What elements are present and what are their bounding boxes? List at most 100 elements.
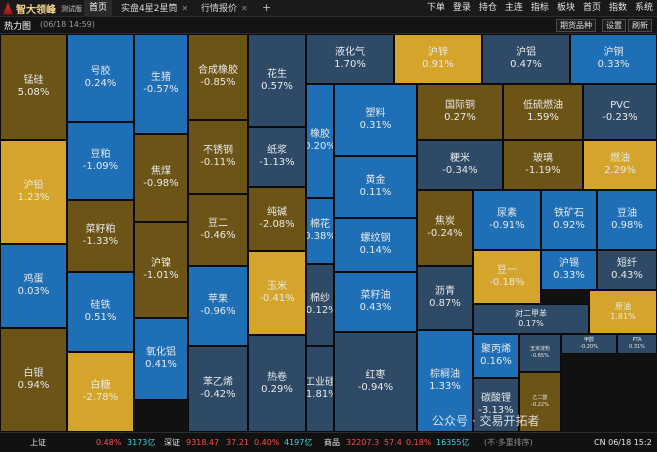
settings-button[interactable]: 设置 [602,19,626,32]
menu-main-contract[interactable]: 主连 [504,3,523,13]
heatmap-cell[interactable]: 原油 1.81% [589,290,657,334]
heatmap-cell[interactable]: 棉花0.38% [306,198,334,264]
heatmap-cell[interactable]: 工业硅-1.81% [306,346,334,432]
heatmap-cell[interactable]: 短纤 0.43% [597,250,657,290]
sz-price: 9318.47 [186,438,220,447]
refresh-button[interactable]: 刷新 [628,19,652,32]
heatmap-cell[interactable]: 玻璃 -1.19% [503,140,583,190]
heatmap-cell[interactable]: 沪锌 0.91% [394,34,482,84]
menu-indicators[interactable]: 指标 [530,3,549,13]
heatmap-cell[interactable]: 玉米 -0.41% [248,251,306,335]
close-icon[interactable]: ✕ [241,4,248,13]
heatmap-cell[interactable]: 黄金 0.11% [334,156,417,218]
heatmap-cell[interactable]: 鸡蛋 0.03% [0,244,67,328]
heatmap-cell[interactable]: 甲醇 -0.20% [561,334,617,354]
heatmap-cell[interactable]: 豆粕 -1.09% [67,122,134,200]
change-percent: 0.41% [145,359,177,370]
commodity-name: 螺纹钢 [360,233,391,244]
menu-positions[interactable]: 持仓 [478,3,497,13]
heatmap-cell[interactable]: PTA 0.31% [617,334,657,354]
heatmap-cell[interactable]: 尿素 -0.91% [473,190,541,250]
commodity-name: 燃油 [610,153,630,164]
add-tab-icon[interactable]: + [262,1,272,14]
sp-price: 32207.3 [346,438,380,447]
heatmap-cell[interactable]: 沪铅 1.23% [0,140,67,244]
heatmap-cell[interactable]: 玉米淀粉 -0.65% [519,334,561,372]
heatmap-cell[interactable]: 苹果 -0.96% [188,266,248,346]
change-percent: 5.08% [17,87,50,98]
heatmap-cell[interactable]: 豆油 0.98% [597,190,657,250]
close-icon[interactable]: ✕ [181,4,189,13]
heatmap-cell[interactable]: 乙二醇 -0.22% [519,372,561,432]
commodity-name: 菜籽油 [360,290,391,301]
heatmap-cell[interactable]: 橡胶0.20% [306,84,334,198]
heatmap-cell[interactable]: PVC -0.23% [583,84,657,140]
heatmap-cell[interactable]: 国际铜 0.27% [417,84,503,140]
change-percent: -0.11% [200,157,236,168]
heatmap-cell[interactable]: 白糖 -2.78% [67,352,134,432]
heatmap-cell[interactable]: 沪镍 -1.01% [134,222,188,318]
sz-amount: 4197亿 [284,438,313,447]
heatmap-cell[interactable]: 白银 0.94% [0,328,67,432]
heatmap-cell[interactable]: 菜籽油 0.43% [334,272,417,332]
heatmap-cell[interactable]: 豆二 -0.46% [188,194,248,266]
clock: CN 06/18 15:2 [594,438,652,447]
heatmap-cell[interactable]: 粳米 -0.34% [417,140,503,190]
heatmap-cell[interactable]: 沪锡 0.33% [541,250,597,290]
heatmap-cell[interactable]: 纯碱 -2.08% [248,187,306,251]
heatmap-cell[interactable]: 液化气 1.70% [306,34,394,84]
heatmap-cell[interactable]: 热卷 0.29% [248,335,306,432]
futures-variety-button[interactable]: 期货品种 [556,19,596,32]
change-percent: 0.43% [611,270,643,281]
heatmap-cell[interactable]: 螺纹钢 0.14% [334,218,417,272]
commodity-name: 碳酸锂 [481,393,511,404]
commodity-name: 菜籽粕 [85,224,116,235]
menu-login[interactable]: 登录 [452,3,471,13]
tab-home[interactable]: 首页 [84,0,113,17]
change-percent: 2.29% [604,165,636,176]
heatmap-cell[interactable]: 豆一 -0.18% [473,250,541,304]
heatmap-cell[interactable]: 沥青 0.87% [417,266,473,330]
change-percent: 0.17% [518,319,544,328]
change-percent: -1.13% [259,157,295,168]
heatmap-cell[interactable]: 焦炭 -0.24% [417,190,473,266]
heatmap-cell[interactable]: 塑料 0.31% [334,84,417,156]
heatmap-cell[interactable]: 生猪 -0.57% [134,34,188,134]
change-percent: -0.85% [200,77,236,88]
edition-badge: 测试版 [61,4,82,13]
sh-label: 上证 [30,438,46,447]
heatmap-cell[interactable]: 氧化铝 0.41% [134,318,188,400]
heatmap-cell[interactable]: 菜籽粕 -1.33% [67,200,134,272]
heatmap-cell[interactable]: 燃油 2.29% [583,140,657,190]
heatmap-cell[interactable]: 棕榈油 1.33% [417,330,473,432]
heatmap-cell[interactable]: 花生 0.57% [248,34,306,127]
menu-system[interactable]: 系统 [634,3,653,13]
heatmap-cell[interactable]: 焦煤 -0.98% [134,134,188,222]
sp-pct: 0.18% [406,438,432,447]
heatmap-cell[interactable]: 号胶 0.24% [67,34,134,122]
heatmap-cell[interactable]: 铁矿石 0.92% [541,190,597,250]
menu-index[interactable]: 指数 [608,3,627,13]
commodity-name: 合成橡胶 [198,65,238,76]
heatmap-cell[interactable]: 纸浆 -1.13% [248,127,306,187]
commodity-name: 热卷 [267,371,287,383]
heatmap-cell[interactable]: 锰硅 5.08% [0,34,67,140]
heatmap-cell[interactable]: 红枣 -0.94% [334,332,417,432]
tab-quotes[interactable]: 行情报价 ✕ [196,0,253,17]
heatmap-cell[interactable]: 合成橡胶 -0.85% [188,34,248,120]
menu-home[interactable]: 首页 [582,3,601,13]
heatmap-cell[interactable]: 沪铝 0.47% [482,34,570,84]
heatmap-cell[interactable]: 不锈钢 -0.11% [188,120,248,194]
heatmap-cell[interactable]: 硅铁 0.51% [67,272,134,352]
watermark-text: 公众号 · 交易开拓者 [432,414,540,428]
heatmap-cell[interactable]: 沪铜 0.33% [570,34,657,84]
heatmap-cell[interactable]: 低硫燃油 1.59% [503,84,583,140]
menu-order[interactable]: 下单 [426,3,445,13]
menu-sectors[interactable]: 板块 [556,3,575,13]
tab-live-strategy[interactable]: 实盘4星2星筒 ✕ [116,0,193,17]
heatmap-cell[interactable]: 聚丙烯 0.16% [473,334,519,378]
heatmap-cell[interactable]: 棉纱-0.12% [306,264,334,346]
heatmap-cell[interactable]: 苯乙烯 -0.42% [188,346,248,432]
heatmap-cell[interactable]: 对二甲苯 0.17% [473,304,589,334]
heatmap-cell[interactable]: 碳酸锂 -3.13% [473,378,519,432]
